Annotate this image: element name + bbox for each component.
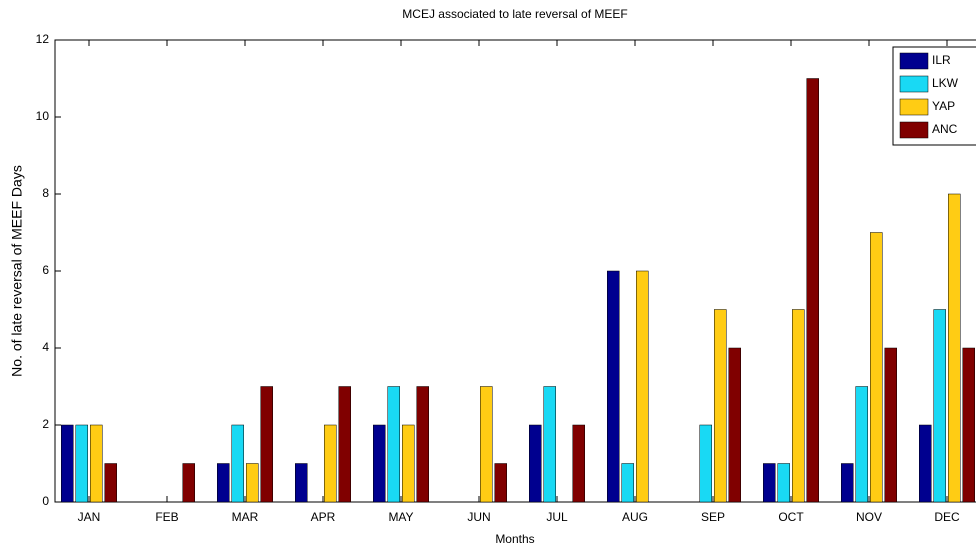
legend-label: ILR xyxy=(932,53,951,67)
bar xyxy=(699,424,712,503)
x-tick-label: DEC xyxy=(934,510,960,524)
x-tick-label: JAN xyxy=(78,510,101,524)
bar xyxy=(841,463,854,503)
bar xyxy=(763,463,776,503)
x-tick-label: FEB xyxy=(155,510,178,524)
x-tick-label: JUN xyxy=(467,510,490,524)
bar xyxy=(714,309,727,503)
y-tick-label: 10 xyxy=(36,109,50,123)
bar xyxy=(104,463,117,503)
bar xyxy=(324,424,337,503)
x-axis-label: Months xyxy=(495,532,534,546)
x-tick-label: SEP xyxy=(701,510,725,524)
bar xyxy=(61,424,74,503)
bar xyxy=(480,386,493,503)
bar xyxy=(792,309,805,503)
bar xyxy=(962,347,975,503)
bar xyxy=(855,386,868,503)
y-tick-label: 8 xyxy=(42,186,49,200)
bar xyxy=(529,424,542,503)
x-tick-label: MAY xyxy=(388,510,413,524)
y-axis-label: No. of late reversal of MEEF Days xyxy=(9,165,25,377)
bar xyxy=(948,193,961,503)
bar xyxy=(295,463,308,503)
bar xyxy=(919,424,932,503)
y-tick-label: 0 xyxy=(42,494,49,508)
bar xyxy=(543,386,556,503)
x-tick-label: NOV xyxy=(856,510,882,524)
bar xyxy=(90,424,103,503)
legend-swatch xyxy=(899,121,929,139)
plot-frame xyxy=(54,39,976,503)
bar xyxy=(728,347,741,503)
y-tick-label: 4 xyxy=(42,340,49,354)
bar xyxy=(373,424,386,503)
bar xyxy=(402,424,415,503)
bar xyxy=(884,347,897,503)
chart-title: MCEJ associated to late reversal of MEEF xyxy=(402,7,627,21)
bar xyxy=(338,386,351,503)
legend-swatch xyxy=(899,52,929,70)
legend: ILR LKW YAP ANC xyxy=(892,46,976,146)
bar xyxy=(416,386,429,503)
legend-swatch xyxy=(899,75,929,93)
x-tick-label: JUL xyxy=(546,510,568,524)
bar xyxy=(217,463,230,503)
y-tick-label: 2 xyxy=(42,417,49,431)
bar xyxy=(621,463,634,503)
bar xyxy=(607,270,620,503)
bar xyxy=(933,309,946,503)
bar xyxy=(387,386,400,503)
bar xyxy=(260,386,273,503)
legend-label: YAP xyxy=(932,99,955,113)
legend-swatch xyxy=(899,98,929,116)
bar xyxy=(636,270,649,503)
bar xyxy=(75,424,88,503)
y-tick-label: 12 xyxy=(36,32,50,46)
bar xyxy=(806,78,819,503)
legend-label: ANC xyxy=(932,122,958,136)
bar xyxy=(246,463,259,503)
bar xyxy=(870,232,883,503)
bar xyxy=(777,463,790,503)
bar xyxy=(572,424,585,503)
x-tick-label: AUG xyxy=(622,510,648,524)
bar xyxy=(494,463,507,503)
bar xyxy=(182,463,195,503)
x-tick-label: APR xyxy=(311,510,336,524)
x-tick-label: OCT xyxy=(778,510,804,524)
x-tick-label: MAR xyxy=(232,510,259,524)
legend-label: LKW xyxy=(932,76,959,90)
y-tick-label: 6 xyxy=(42,263,49,277)
bar xyxy=(231,424,244,503)
